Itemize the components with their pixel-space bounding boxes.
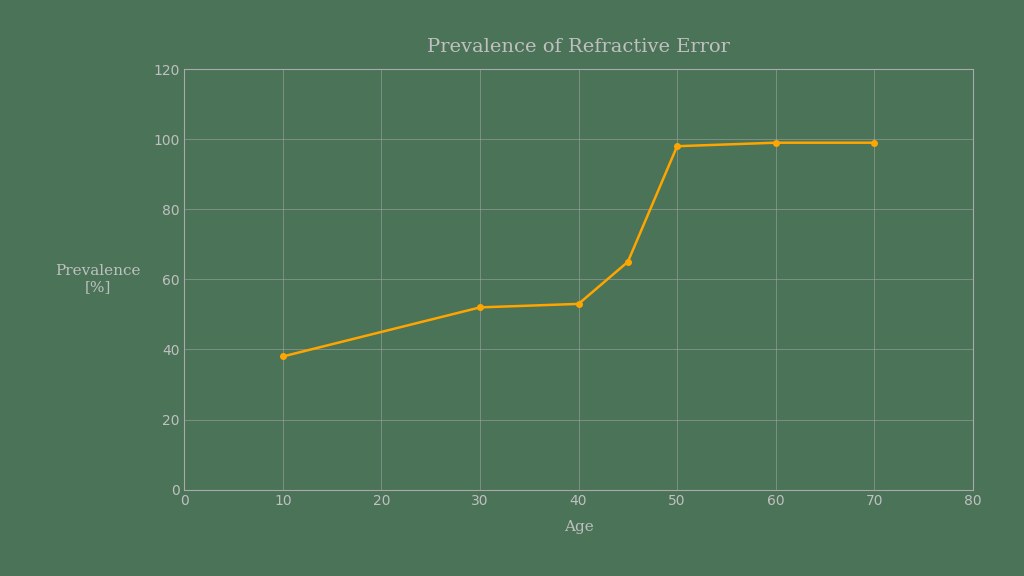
Title: Prevalence of Refractive Error: Prevalence of Refractive Error — [427, 39, 730, 56]
Y-axis label: Prevalence
[%]: Prevalence [%] — [54, 264, 140, 294]
X-axis label: Age: Age — [563, 520, 594, 533]
